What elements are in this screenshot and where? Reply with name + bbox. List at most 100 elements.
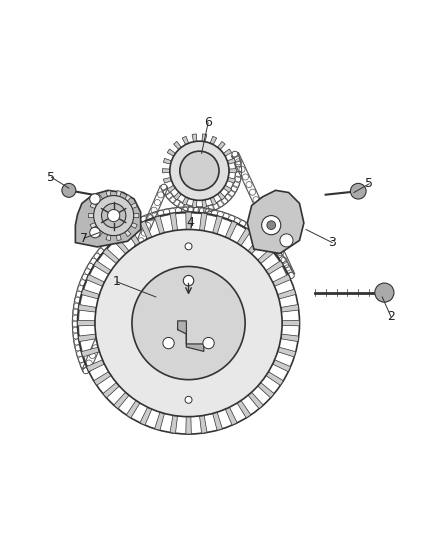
Circle shape [267,221,276,230]
Polygon shape [200,415,207,433]
Polygon shape [247,190,304,254]
Polygon shape [258,248,274,264]
Polygon shape [155,412,164,430]
Polygon shape [81,289,99,299]
Circle shape [350,183,366,199]
Polygon shape [272,274,290,286]
Circle shape [102,204,126,228]
Polygon shape [202,134,207,142]
Polygon shape [86,360,104,372]
Polygon shape [227,158,236,164]
Polygon shape [225,407,237,425]
Polygon shape [223,185,232,192]
Polygon shape [163,158,172,164]
Circle shape [90,228,100,238]
Polygon shape [218,141,225,150]
Polygon shape [125,195,131,201]
Polygon shape [192,200,197,208]
Polygon shape [212,412,223,430]
Polygon shape [162,168,170,173]
Polygon shape [186,212,191,230]
Polygon shape [210,136,217,144]
Polygon shape [90,223,96,229]
Text: 5: 5 [365,177,373,190]
Polygon shape [140,221,152,239]
Polygon shape [88,213,94,217]
Polygon shape [192,134,197,142]
Polygon shape [117,191,121,197]
Circle shape [95,230,282,417]
Polygon shape [227,177,236,183]
Polygon shape [126,228,140,246]
Polygon shape [170,213,177,231]
Polygon shape [114,237,129,254]
Text: 7: 7 [80,232,88,245]
Polygon shape [212,216,223,234]
Circle shape [170,141,229,200]
Polygon shape [134,213,139,217]
Circle shape [90,194,100,204]
Polygon shape [218,192,225,200]
Text: 5: 5 [47,171,56,184]
Text: 2: 2 [387,310,395,323]
Polygon shape [281,334,299,342]
Polygon shape [237,228,251,246]
Circle shape [185,243,192,250]
Polygon shape [167,185,176,192]
Text: 4: 4 [187,216,194,230]
Polygon shape [170,415,177,433]
Circle shape [108,209,120,222]
Circle shape [180,151,219,190]
Circle shape [163,337,174,349]
Polygon shape [178,321,204,351]
Circle shape [94,196,134,236]
Polygon shape [200,213,207,231]
Polygon shape [173,192,181,200]
Circle shape [203,337,214,349]
Polygon shape [237,400,251,418]
Polygon shape [90,203,96,208]
Polygon shape [186,417,191,434]
Polygon shape [248,237,263,254]
Circle shape [62,183,76,197]
Polygon shape [96,195,102,201]
Polygon shape [75,190,141,247]
Polygon shape [140,407,152,425]
Polygon shape [266,261,283,274]
Polygon shape [258,383,274,398]
Polygon shape [94,372,111,385]
Polygon shape [223,149,232,156]
Polygon shape [78,304,96,312]
Polygon shape [225,221,237,239]
Polygon shape [248,392,263,409]
Polygon shape [126,400,140,418]
Polygon shape [282,320,300,326]
Polygon shape [131,223,137,229]
Text: 1: 1 [113,275,120,288]
Circle shape [280,234,293,247]
Polygon shape [278,347,296,357]
Circle shape [375,283,394,302]
Polygon shape [103,248,120,264]
Circle shape [261,215,281,235]
Circle shape [185,397,192,403]
Polygon shape [78,320,95,326]
Polygon shape [202,200,207,208]
Polygon shape [114,392,129,409]
Polygon shape [117,235,121,240]
Polygon shape [278,289,296,299]
Polygon shape [229,168,237,173]
Polygon shape [86,274,104,286]
Polygon shape [155,216,164,234]
Polygon shape [81,347,99,357]
Polygon shape [272,360,290,372]
Polygon shape [182,197,189,205]
Polygon shape [96,230,102,237]
Polygon shape [125,230,131,237]
Polygon shape [94,261,111,274]
Circle shape [184,276,194,286]
Circle shape [132,266,245,379]
Polygon shape [182,136,189,144]
Polygon shape [106,235,111,240]
Polygon shape [210,197,217,205]
